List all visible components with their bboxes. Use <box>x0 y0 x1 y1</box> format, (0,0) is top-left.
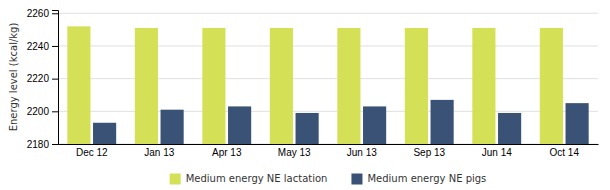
tick-label: 2240 <box>27 41 50 52</box>
bar <box>67 26 90 144</box>
tick-mark <box>52 46 58 47</box>
legend-swatch <box>351 174 362 185</box>
y-axis: 2180 2200 2220 2240 2260 <box>27 8 59 150</box>
bar <box>566 103 589 144</box>
legend-swatch <box>170 174 181 185</box>
bar <box>472 28 495 144</box>
tick: 2240 <box>27 41 58 52</box>
bar <box>228 106 251 144</box>
tick: Apr 13 <box>212 147 242 158</box>
bar <box>161 110 184 144</box>
x-axis: Dec 12 Jan 13 Apr 13 May 13 Jun 13 Sep 13 Jun … <box>59 145 599 159</box>
bar <box>296 113 319 144</box>
bar <box>337 28 360 144</box>
grid-line <box>58 13 598 14</box>
legend-label: Medium energy NE pigs <box>367 173 486 184</box>
bar <box>540 28 563 144</box>
bar <box>135 28 158 144</box>
tick: Dec 12 <box>76 147 108 158</box>
bar <box>405 28 428 144</box>
tick-label: Oct 14 <box>550 147 580 158</box>
series <box>67 26 563 144</box>
tick-label: May 13 <box>278 147 311 158</box>
tick-mark <box>52 144 58 145</box>
legend-item: Medium energy NE pigs <box>351 173 486 185</box>
tick-label: 2180 <box>27 139 50 150</box>
axis-line <box>59 144 599 145</box>
legend-label: Medium energy NE lactation <box>186 173 328 184</box>
tick: 2260 <box>27 8 58 19</box>
tick-label: Apr 13 <box>212 147 242 158</box>
tick-label: 2220 <box>27 73 50 84</box>
tick: Jan 13 <box>144 147 174 158</box>
series <box>93 100 589 144</box>
tick: 2180 <box>27 139 58 150</box>
tick-mark <box>52 111 58 112</box>
tick-label: 2200 <box>27 106 50 117</box>
tick: Oct 14 <box>550 147 580 158</box>
bar <box>93 123 116 144</box>
grid <box>58 13 598 144</box>
bar <box>498 113 521 144</box>
tick: Jun 14 <box>482 147 512 158</box>
bar <box>270 28 293 144</box>
tick: Sep 13 <box>413 147 445 158</box>
tick: May 13 <box>278 147 311 158</box>
tick-label: Sep 13 <box>413 147 445 158</box>
tick-label: Jun 13 <box>347 147 377 158</box>
tick: Jun 13 <box>347 147 377 158</box>
tick-label: 2260 <box>27 8 50 19</box>
bar <box>431 100 454 144</box>
tick: 2220 <box>27 73 58 84</box>
tick-mark <box>52 79 58 80</box>
axis-line <box>52 11 59 145</box>
plot: 2180 2200 2220 2240 2260 Dec 12 Jan 13 Apr 13 Ma… <box>27 8 599 158</box>
bar <box>202 28 225 144</box>
legend: Medium energy NE lactation Medium energy … <box>170 173 487 185</box>
tick-mark <box>52 13 58 14</box>
bars <box>67 26 588 144</box>
bar <box>363 106 386 144</box>
chart: 2180 2200 2220 2240 2260 Dec 12 Jan 13 Apr 13 Ma… <box>0 0 610 190</box>
tick-label: Jan 13 <box>144 147 174 158</box>
tick-label: Jun 14 <box>482 147 512 158</box>
legend-item: Medium energy NE lactation <box>170 173 328 185</box>
tick: 2200 <box>27 106 58 117</box>
tick-label: Dec 12 <box>76 147 108 158</box>
y-axis-title: Energy level (kcal/kg) <box>8 23 19 132</box>
